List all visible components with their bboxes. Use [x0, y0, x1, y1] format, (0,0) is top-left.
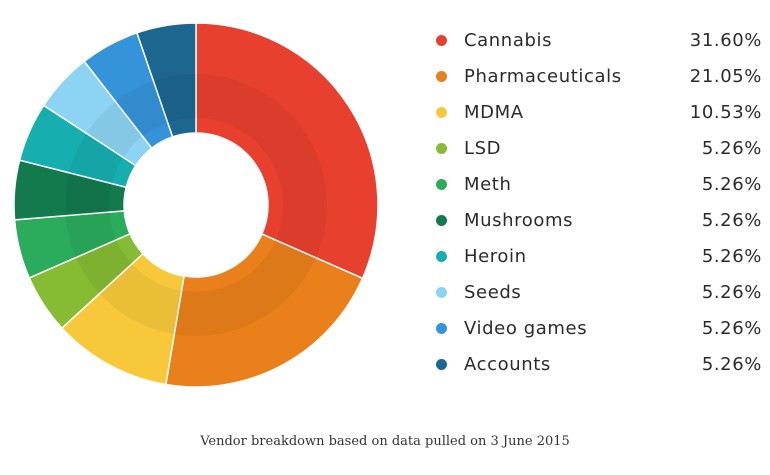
legend-item-pharmaceuticals: Pharmaceuticals 21.05%	[436, 58, 762, 94]
legend-color-dot	[436, 251, 447, 263]
legend-item-mushrooms: Mushrooms 5.26%	[436, 202, 762, 238]
legend-value: 31.60%	[689, 29, 762, 51]
legend-label: Seeds	[464, 282, 522, 304]
legend-color-dot	[436, 359, 447, 371]
legend-value: 21.05%	[689, 65, 762, 87]
legend-value: 5.26%	[701, 137, 762, 159]
legend-item-meth: Meth 5.26%	[436, 166, 762, 202]
legend-color-dot	[436, 287, 447, 299]
legend-color-dot	[436, 323, 447, 335]
chart-caption: Vendor breakdown based on data pulled on…	[200, 434, 570, 449]
legend-color-dot	[436, 178, 447, 190]
legend-color-dot	[436, 70, 447, 82]
legend-label: Cannabis	[464, 29, 553, 51]
legend-color-dot	[436, 34, 447, 46]
legend-label: Meth	[464, 173, 512, 195]
donut-chart	[13, 22, 379, 388]
legend-value: 5.26%	[701, 210, 762, 232]
legend-label: Video games	[464, 318, 588, 340]
legend: Cannabis 31.60% Pharmaceuticals 21.05% MDMA 1…	[436, 22, 762, 383]
legend-item-heroin: Heroin 5.26%	[436, 239, 762, 275]
legend-label: Accounts	[464, 354, 551, 376]
legend-value: 5.26%	[701, 246, 762, 268]
legend-color-dot	[436, 106, 447, 118]
legend-label: Heroin	[464, 246, 527, 268]
legend-value: 5.26%	[701, 173, 762, 195]
legend-item-accounts: Accounts 5.26%	[436, 347, 762, 383]
legend-value: 5.26%	[701, 318, 762, 340]
legend-label: LSD	[464, 137, 502, 159]
legend-value: 10.53%	[689, 101, 762, 123]
legend-value: 5.26%	[701, 282, 762, 304]
inner-shade-ring	[65, 74, 327, 336]
legend-label: Mushrooms	[464, 210, 574, 232]
legend-item-video-games: Video games 5.26%	[436, 311, 762, 347]
legend-item-mdma: MDMA 10.53%	[436, 94, 762, 130]
legend-label: MDMA	[464, 101, 524, 123]
donut-hole	[124, 133, 268, 277]
legend-value: 5.26%	[701, 354, 762, 376]
legend-item-lsd: LSD 5.26%	[436, 130, 762, 166]
legend-item-cannabis: Cannabis 31.60%	[436, 22, 762, 58]
legend-label: Pharmaceuticals	[464, 65, 622, 87]
legend-color-dot	[436, 142, 447, 154]
legend-color-dot	[436, 215, 447, 227]
legend-item-seeds: Seeds 5.26%	[436, 275, 762, 311]
